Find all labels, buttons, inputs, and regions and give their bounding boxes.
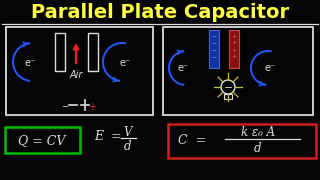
- Text: −: −: [212, 40, 217, 46]
- Bar: [229, 30, 239, 68]
- Text: e⁻: e⁻: [264, 63, 276, 73]
- Bar: [209, 30, 219, 68]
- Text: C  =: C =: [178, 134, 206, 147]
- Text: −: −: [212, 55, 217, 60]
- Text: −: −: [212, 48, 217, 53]
- Text: −: −: [212, 33, 217, 39]
- Text: E  =: E =: [94, 130, 122, 143]
- Bar: [88, 33, 98, 71]
- Text: V: V: [124, 125, 132, 138]
- Bar: [168, 124, 316, 158]
- Bar: [55, 33, 65, 71]
- Bar: [6, 27, 153, 115]
- Text: +: +: [231, 55, 236, 60]
- Text: d: d: [124, 140, 132, 152]
- Text: +: +: [231, 33, 236, 39]
- Text: +: +: [88, 102, 96, 112]
- Bar: [5, 127, 80, 153]
- Text: Air: Air: [69, 70, 83, 80]
- Bar: [163, 27, 313, 115]
- Text: e⁻: e⁻: [24, 58, 36, 68]
- Bar: [224, 94, 232, 99]
- Text: d: d: [254, 141, 262, 154]
- Text: −: −: [61, 102, 68, 111]
- Text: k ε₀ A: k ε₀ A: [241, 125, 275, 138]
- Text: +: +: [231, 48, 236, 53]
- Text: +: +: [231, 40, 236, 46]
- Text: e⁻: e⁻: [119, 58, 131, 68]
- Text: e⁻: e⁻: [177, 63, 188, 73]
- Text: Parallel Plate Capacitor: Parallel Plate Capacitor: [31, 3, 289, 22]
- Text: Q = CV: Q = CV: [18, 134, 66, 147]
